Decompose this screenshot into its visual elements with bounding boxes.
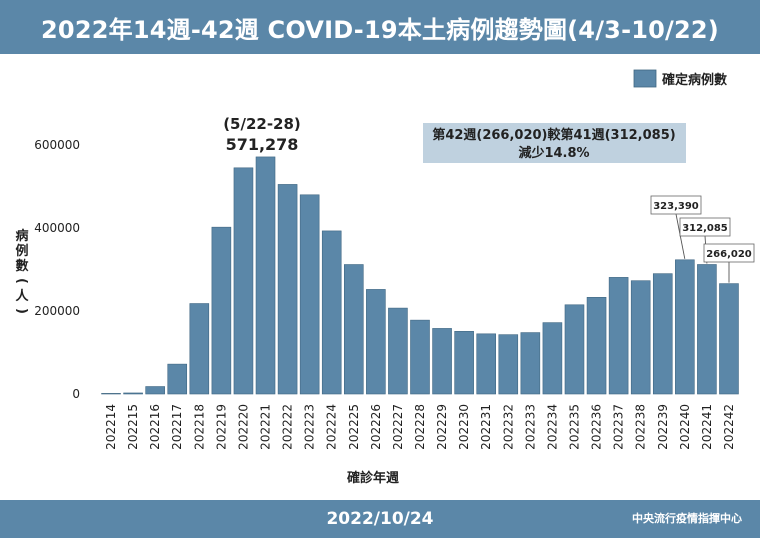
x-tick-label: 202234 <box>545 404 559 450</box>
x-tick-label: 202232 <box>501 404 515 450</box>
bar-202222 <box>277 184 298 395</box>
bar-202241 <box>697 264 717 395</box>
y-axis-label-char: 數 <box>15 258 28 274</box>
bar-202221 <box>255 156 276 395</box>
y-tick-label: 400000 <box>34 221 80 235</box>
publisher-label: 中央流行疫情指揮中心 <box>632 512 742 525</box>
x-tick-label: 202226 <box>369 404 383 450</box>
callout-box <box>703 243 755 263</box>
bar-202219 <box>211 226 232 395</box>
bar-202240 <box>675 259 695 395</box>
peak-value-label: 571,278 <box>226 135 299 154</box>
x-tick-label: 202242 <box>722 404 736 450</box>
x-tick-label: 202230 <box>457 404 471 450</box>
x-tick-label: 202238 <box>634 404 648 450</box>
callout-value: 323,390 <box>653 201 699 212</box>
bar-202234 <box>542 322 563 395</box>
chart-title-banner: 2022年14週-42週 COVID-19本土病例趨勢圖(4/3-10/22) <box>0 0 760 54</box>
bar-202232 <box>498 334 519 395</box>
x-tick-label: 202215 <box>126 404 140 450</box>
x-tick-label: 202233 <box>523 404 537 450</box>
bar-202226 <box>366 289 386 395</box>
bar-202233 <box>520 332 541 395</box>
y-axis-label-char: 例 <box>15 243 28 259</box>
bar-202224 <box>321 230 342 395</box>
bar-chart: 確定病例數 病例數 ( 人) 確診年週 (5/22-28) 571,278 第42週… <box>14 69 755 486</box>
x-tick-label: 202227 <box>391 404 405 450</box>
x-tick-label: 202214 <box>104 404 118 450</box>
bar-202242 <box>719 283 739 395</box>
bar-202230 <box>454 331 474 395</box>
bar-202239 <box>652 273 673 395</box>
callout-box <box>650 195 702 215</box>
x-tick-label: 202235 <box>567 404 581 450</box>
x-tick-label: 202225 <box>347 404 361 450</box>
bar-202237 <box>608 277 629 395</box>
y-axis-label: 病例數 ( 人) <box>14 228 29 314</box>
callout-box <box>679 217 731 237</box>
chart-card: 確定病例數 病例數 ( 人) 確診年週 (5/22-28) 571,278 第42週… <box>0 54 760 500</box>
x-tick-label: 202239 <box>656 404 670 450</box>
callout-value: 266,020 <box>706 249 752 260</box>
x-tick-label: 202217 <box>170 404 184 450</box>
x-axis-label: 確診年週 <box>347 470 399 486</box>
x-tick-label: 202216 <box>148 404 162 450</box>
legend-swatch <box>633 69 657 88</box>
y-tick-label: 600000 <box>34 138 80 152</box>
x-tick-label: 202237 <box>612 404 626 450</box>
bar-202225 <box>343 264 364 395</box>
bar-202229 <box>432 328 452 395</box>
bar-202227 <box>388 307 408 395</box>
bar-202214 <box>101 393 121 395</box>
comparison-line-1: 第42週(266,020)較第41週(312,085) <box>432 127 675 143</box>
x-tick-label: 202220 <box>236 404 250 450</box>
x-tick-label: 202221 <box>259 404 273 450</box>
bar-202220 <box>233 167 254 395</box>
x-tick-label: 202218 <box>192 404 206 450</box>
x-tick-label: 202229 <box>435 404 449 450</box>
bar-202231 <box>476 333 497 395</box>
x-tick-label: 202240 <box>678 404 692 450</box>
x-tick-label: 202219 <box>214 404 228 450</box>
x-tick-label: 202231 <box>479 404 493 450</box>
x-tick-label: 202236 <box>590 404 604 450</box>
y-tick-label: 200000 <box>34 304 80 318</box>
peak-range-label: (5/22-28) <box>223 115 301 133</box>
y-axis-label-char: ) <box>14 308 29 314</box>
x-tick-label: 202241 <box>700 404 714 450</box>
footer-bar: 2022/10/24 中央流行疫情指揮中心 <box>0 500 760 538</box>
bar-202217 <box>167 363 188 395</box>
x-tick-label: 202223 <box>303 404 317 450</box>
bar-202236 <box>586 297 607 395</box>
y-axis-label-char: 人 <box>15 288 29 304</box>
y-axis-label-char: ( <box>14 278 29 284</box>
x-tick-label: 202224 <box>325 404 339 450</box>
legend-label: 確定病例數 <box>662 72 727 88</box>
bar-202216 <box>145 386 165 395</box>
comparison-annotation-box <box>423 123 686 163</box>
x-tick-label: 202222 <box>281 404 295 450</box>
bar-202215 <box>123 392 143 395</box>
bar-202235 <box>564 304 585 395</box>
report-date: 2022/10/24 <box>326 509 434 529</box>
x-tick-label: 202228 <box>413 404 427 450</box>
bar-202228 <box>410 319 430 395</box>
y-tick-label: 0 <box>72 387 80 401</box>
y-axis-label-char: 病 <box>15 228 28 244</box>
bar-202238 <box>630 280 651 395</box>
comparison-line-2: 減少14.8% <box>518 145 589 161</box>
page-title: 2022年14週-42週 COVID-19本土病例趨勢圖(4/3-10/22) <box>41 15 719 44</box>
callout-value: 312,085 <box>682 223 728 234</box>
bar-202218 <box>189 303 210 395</box>
bar-202223 <box>299 194 320 395</box>
